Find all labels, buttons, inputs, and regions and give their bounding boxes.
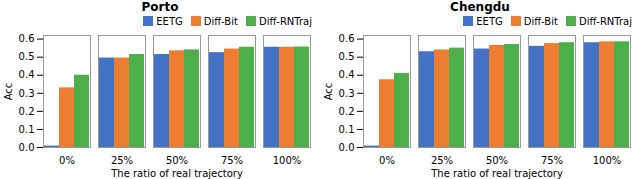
svg-text:0.1: 0.1	[19, 124, 35, 135]
svg-text:100%: 100%	[273, 155, 302, 166]
svg-text:100%: 100%	[593, 155, 622, 166]
svg-text:0.5: 0.5	[19, 51, 35, 62]
svg-text:0.4: 0.4	[339, 69, 355, 80]
svg-text:0.5: 0.5	[339, 51, 355, 62]
svg-text:Acc: Acc	[323, 83, 334, 101]
svg-text:0.1: 0.1	[339, 124, 355, 135]
svg-text:0%: 0%	[59, 155, 75, 166]
svg-text:75%: 75%	[221, 155, 243, 166]
html-text:Diff-RNTraj: Diff-RNTraj	[258, 16, 312, 27]
svg-text:50%: 50%	[486, 155, 508, 166]
svg-text:25%: 25%	[111, 155, 133, 166]
svg-text:The ratio of real trajectory: The ratio of real trajectory	[430, 168, 563, 179]
svg-text:0.3: 0.3	[339, 88, 355, 99]
svg-text:0.0: 0.0	[19, 142, 35, 153]
svg-text:75%: 75%	[541, 155, 563, 166]
svg-text:0.3: 0.3	[19, 88, 35, 99]
svg-text:0.0: 0.0	[339, 142, 355, 153]
svg-text:50%: 50%	[166, 155, 188, 166]
svg-text:0.4: 0.4	[19, 69, 35, 80]
svg-text:The ratio of real trajectory: The ratio of real trajectory	[110, 168, 243, 179]
html-text:Diff-Bit: Diff-Bit	[523, 16, 558, 27]
svg-text:0%: 0%	[379, 155, 395, 166]
html-text:Diff-Bit: Diff-Bit	[203, 16, 238, 27]
svg-text:0.6: 0.6	[339, 33, 355, 44]
html-text:EETG: EETG	[156, 16, 183, 27]
svg-text:0.6: 0.6	[19, 33, 35, 44]
svg-text:25%: 25%	[431, 155, 453, 166]
svg-text:Acc: Acc	[3, 83, 14, 101]
html-text:Porto: Porto	[141, 0, 179, 14]
svg-text:0.2: 0.2	[19, 106, 35, 117]
svg-text:0.2: 0.2	[339, 106, 355, 117]
html-text:Diff-RNTraj: Diff-RNTraj	[578, 16, 632, 27]
html-text:Chengdu: Chengdu	[450, 0, 510, 14]
html-text:EETG: EETG	[476, 16, 503, 27]
